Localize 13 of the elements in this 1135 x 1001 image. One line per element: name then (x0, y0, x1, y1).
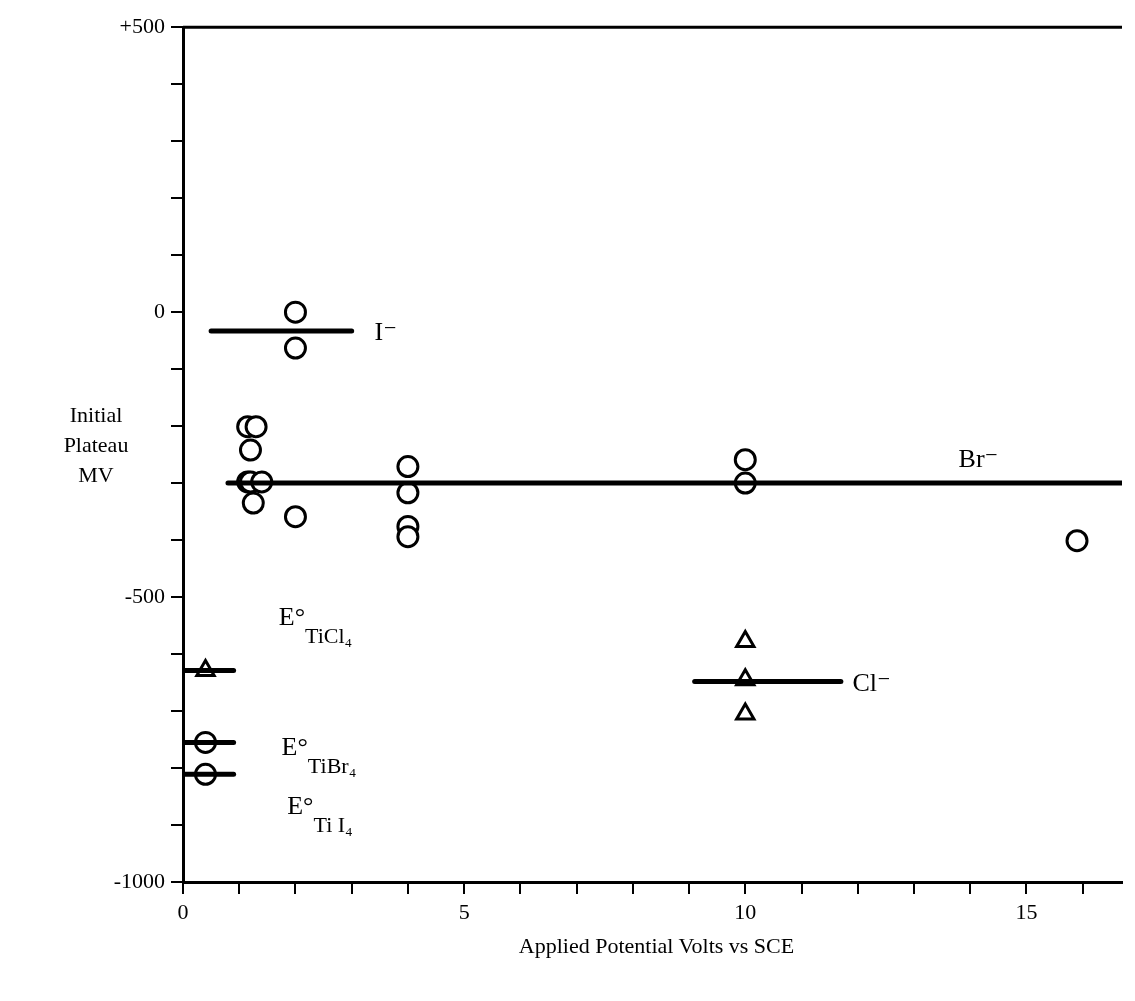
x-tick-label: 15 (1015, 898, 1038, 924)
y-tick-label: 0 (154, 297, 165, 323)
x-tick-label: 0 (177, 898, 189, 924)
x-tick-label: 5 (458, 898, 470, 924)
annotation: I⁻ (374, 317, 397, 347)
y-tick-label: -500 (124, 582, 165, 608)
y-tick-label: -1000 (113, 867, 165, 893)
y-axis-title: Initial Plateau MV (63, 402, 129, 487)
annotation: Cl⁻ (852, 668, 891, 698)
annotation: Br⁻ (958, 444, 999, 474)
x-tick-label: 10 (734, 898, 757, 924)
x-axis-title: Applied Potential Volts vs SCE (518, 933, 795, 958)
y-tick-label: +500 (119, 12, 165, 38)
